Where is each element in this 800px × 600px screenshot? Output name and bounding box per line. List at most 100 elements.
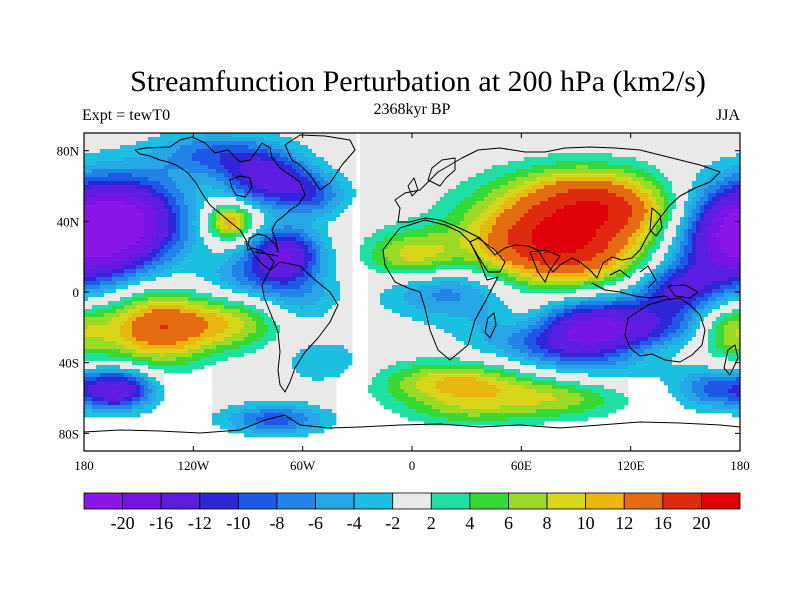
contour-cell: [736, 269, 741, 278]
contour-cell: [292, 201, 297, 206]
contour-cell: [200, 209, 205, 238]
contour-cell: [428, 273, 433, 282]
contour-cell: [332, 209, 337, 222]
contour-cell: [100, 285, 105, 294]
contour-cell: [548, 417, 553, 422]
contour-cell: [96, 289, 101, 294]
contour-cell: [100, 309, 105, 318]
contour-cell: [504, 325, 509, 354]
contour-cell: [720, 369, 725, 374]
contour-cell: [84, 337, 89, 350]
contour-cell: [92, 305, 97, 314]
contour-cell: [576, 309, 581, 314]
contour-cell: [588, 289, 593, 298]
contour-cell: [536, 261, 541, 274]
contour-cell: [604, 301, 609, 306]
contour-cell: [632, 173, 637, 182]
contour-cell: [156, 277, 161, 290]
contour-cell: [368, 237, 373, 270]
contour-cell: [236, 153, 241, 182]
contour-cell: [732, 369, 737, 374]
contour-cell: [488, 217, 493, 234]
contour-cell: [692, 181, 697, 198]
contour-cell: [184, 313, 189, 342]
contour-cell: [412, 245, 417, 262]
contour-cell: [172, 289, 177, 294]
contour-cell: [696, 405, 701, 414]
contour-cell: [648, 189, 653, 202]
contour-cell: [108, 169, 113, 174]
contour-cell: [88, 289, 93, 294]
contour-cell: [564, 277, 569, 282]
contour-cell: [424, 257, 429, 266]
contour-cell: [416, 261, 421, 266]
contour-cell: [720, 281, 725, 286]
contour-cell: [428, 257, 433, 266]
contour-cell: [424, 213, 429, 226]
contour-cell: [232, 237, 237, 242]
contour-cell: [332, 249, 337, 306]
contour-cell: [736, 173, 741, 182]
contour-cell: [724, 353, 729, 358]
contour-cell: [144, 357, 149, 362]
contour-cell: [156, 381, 161, 406]
contour-cell: [412, 133, 417, 218]
contour-cell: [268, 293, 273, 298]
contour-cell: [272, 217, 277, 222]
contour-cell: [260, 241, 265, 246]
contour-cell: [464, 361, 469, 366]
contour-cell: [404, 369, 409, 378]
contour-cell: [100, 185, 105, 194]
contour-cell: [216, 341, 221, 346]
contour-cell: [152, 133, 157, 138]
contour-cell: [108, 405, 113, 410]
contour-cell: [452, 257, 457, 266]
contour-cell: [240, 237, 245, 246]
contour-cell: [332, 221, 337, 250]
contour-cell: [480, 381, 485, 398]
contour-cell: [636, 345, 641, 350]
contour-cell: [604, 349, 609, 354]
contour-cell: [240, 161, 245, 174]
contour-cell: [456, 405, 461, 414]
contour-cell: [592, 133, 597, 154]
contour-cell: [524, 169, 529, 178]
contour-cell: [548, 361, 553, 366]
contour-cell: [680, 365, 685, 382]
contour-cell: [672, 317, 677, 334]
contour-cell: [652, 177, 657, 186]
contour-cell: [260, 293, 265, 302]
contour-cell: [432, 245, 437, 258]
contour-cell: [236, 349, 241, 358]
contour-cell: [244, 233, 249, 242]
contour-cell: [428, 209, 433, 226]
contour-cell: [232, 205, 237, 210]
contour-cell: [124, 401, 129, 406]
contour-cell: [304, 213, 309, 234]
contour-cell: [484, 261, 489, 266]
contour-cell: [124, 369, 129, 374]
contour-cell: [704, 133, 709, 166]
contour-cell: [580, 301, 585, 306]
contour-cell: [204, 321, 209, 330]
contour-cell: [544, 409, 549, 418]
contour-cell: [476, 241, 481, 258]
contour-cell: [540, 381, 545, 386]
contour-cell: [92, 397, 97, 402]
contour-cell: [700, 377, 705, 402]
contour-cell: [232, 133, 237, 138]
contour-cell: [724, 397, 729, 406]
contour-cell: [168, 293, 173, 298]
contour-cell: [100, 293, 105, 298]
contour-cell: [532, 165, 537, 174]
coastline-japan: [649, 207, 663, 237]
contour-cell: [640, 361, 645, 378]
contour-cell: [244, 285, 249, 290]
contour-cell: [444, 265, 449, 270]
contour-cell: [148, 193, 153, 206]
contour-cell: [224, 241, 229, 250]
contour-cell: [520, 161, 525, 170]
contour-cell: [300, 201, 305, 206]
contour-cell: [136, 377, 141, 382]
contour-cell: [636, 337, 641, 346]
